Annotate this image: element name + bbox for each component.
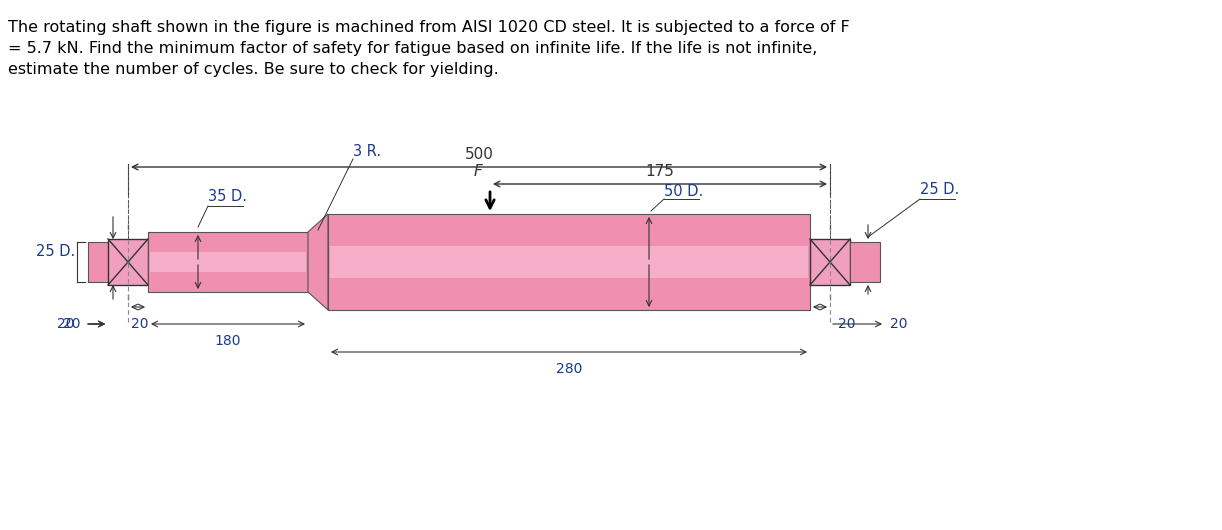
Text: 180: 180 xyxy=(215,334,241,348)
Bar xyxy=(330,246,808,278)
Text: F: F xyxy=(473,164,481,179)
Bar xyxy=(327,214,810,310)
Bar xyxy=(88,242,108,282)
Text: 3 R.: 3 R. xyxy=(353,144,381,159)
Bar xyxy=(108,239,148,285)
Text: 20: 20 xyxy=(131,317,149,331)
Text: 20: 20 xyxy=(62,317,79,331)
Text: 25 D.: 25 D. xyxy=(35,244,75,260)
Text: 20: 20 xyxy=(57,317,75,331)
Text: 35 D.: 35 D. xyxy=(208,189,247,204)
Text: 500: 500 xyxy=(464,147,494,162)
Bar xyxy=(810,239,851,285)
Text: 20: 20 xyxy=(890,317,908,331)
Bar xyxy=(851,242,880,282)
Bar xyxy=(150,252,306,272)
Text: 50 D.: 50 D. xyxy=(664,184,703,199)
Text: 280: 280 xyxy=(556,362,582,376)
Text: 25 D.: 25 D. xyxy=(920,182,959,197)
Bar xyxy=(148,232,308,292)
Text: The rotating shaft shown in the figure is machined from AISI 1020 CD steel. It i: The rotating shaft shown in the figure i… xyxy=(9,20,849,77)
Text: 20: 20 xyxy=(838,317,855,331)
Polygon shape xyxy=(308,214,327,310)
Text: 175: 175 xyxy=(645,164,675,179)
